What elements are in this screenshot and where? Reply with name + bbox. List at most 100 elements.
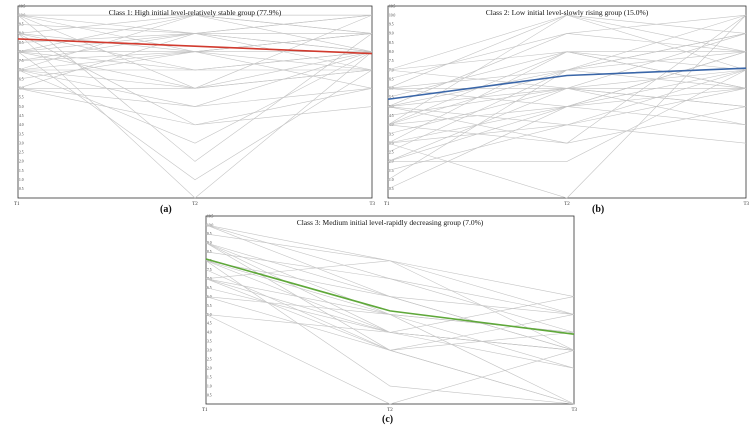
- individual-trajectory: [17, 14, 373, 53]
- individual-trajectory: [388, 69, 747, 162]
- x-tick-label-t2: T2: [387, 408, 393, 413]
- y-tick-label: 0.5: [19, 187, 24, 191]
- y-tick-label: 1.0: [19, 178, 24, 182]
- y-tick-label: 2.0: [207, 366, 212, 370]
- individual-trajectory: [205, 296, 575, 351]
- individual-trajectory: [205, 242, 575, 333]
- y-tick-label: 7.0: [207, 277, 212, 281]
- y-tick-label: 5.0: [19, 105, 24, 109]
- y-tick-label: 7.5: [389, 59, 394, 63]
- individual-trajectory: [387, 33, 747, 180]
- y-tick-label: 1.0: [389, 178, 394, 182]
- y-tick-label: 1.5: [389, 169, 394, 173]
- y-tick-label: 2.0: [19, 160, 24, 164]
- individual-trajectory: [17, 14, 372, 34]
- y-tick-label: 9.0: [389, 32, 394, 36]
- individual-trajectory: [387, 87, 747, 190]
- y-tick-label: 10.5: [207, 214, 213, 218]
- y-tick-label: 6.5: [207, 286, 212, 290]
- individual-trajectory: [205, 251, 575, 315]
- y-tick-label: 8.0: [389, 50, 394, 54]
- individual-trajectory: [205, 242, 575, 333]
- y-tick-label: 10.5: [389, 4, 395, 8]
- y-tick-label: 2.5: [389, 151, 394, 155]
- individual-trajectory: [17, 33, 373, 199]
- caption-a: (a): [160, 204, 172, 215]
- plot-frame: [17, 5, 373, 199]
- individual-trajectory: [17, 51, 372, 80]
- individual-trajectory: [17, 14, 373, 71]
- y-tick-label: 4.0: [207, 331, 212, 335]
- y-tick-label: 1.5: [19, 169, 24, 173]
- y-tick-label: 7.5: [207, 268, 212, 272]
- y-tick-label: 5.5: [207, 304, 212, 308]
- x-tick-label-t3: T3: [743, 202, 749, 207]
- mean-trend-line: [205, 258, 575, 335]
- y-tick-label: 2.5: [19, 151, 24, 155]
- chart-b: 0.51.01.52.02.53.03.54.04.55.05.56.06.57…: [384, 4, 749, 207]
- y-tick-label: 5.5: [389, 96, 394, 100]
- individual-trajectory: [18, 14, 373, 34]
- x-tick-label-t1: T1: [384, 202, 390, 207]
- individual-trajectory: [17, 14, 373, 89]
- plot-frame: [205, 215, 575, 405]
- individual-trajectory: [387, 69, 747, 126]
- y-tick-label: 4.5: [207, 322, 212, 326]
- individual-trajectory: [205, 287, 575, 351]
- y-tick-label: 10.5: [19, 4, 25, 8]
- individual-trajectory: [205, 278, 575, 333]
- individual-trajectory: [387, 124, 747, 171]
- individual-trajectory: [17, 14, 373, 71]
- individual-trajectory: [387, 51, 747, 107]
- y-tick-label: 4.5: [389, 114, 394, 118]
- y-tick-label: 0.5: [207, 393, 212, 397]
- individual-trajectory: [387, 14, 747, 80]
- individual-trajectory: [205, 260, 575, 405]
- plot-frame: [387, 5, 747, 199]
- individual-trajectory: [387, 51, 747, 98]
- chart-title: Class 1: High initial level-relatively s…: [109, 8, 282, 17]
- individual-trajectory: [205, 269, 575, 405]
- chart-a: 0.51.01.52.02.53.03.54.04.55.05.56.06.57…: [14, 4, 375, 207]
- x-tick-label-t3: T3: [369, 202, 375, 207]
- individual-trajectory: [205, 233, 575, 297]
- y-tick-label: 8.5: [19, 41, 24, 45]
- y-tick-label: 3.0: [19, 141, 24, 145]
- individual-trajectory: [17, 51, 373, 144]
- individual-trajectory: [17, 33, 373, 53]
- individual-trajectory: [17, 69, 373, 107]
- y-tick-label: 10.0: [389, 13, 395, 17]
- y-tick-label: 3.0: [389, 141, 394, 145]
- individual-trajectory: [387, 14, 747, 71]
- individual-trajectory: [387, 14, 747, 144]
- y-tick-label: 1.5: [207, 375, 212, 379]
- individual-trajectory: [17, 33, 373, 126]
- y-tick-label: 4.0: [19, 123, 24, 127]
- mean-trend-line: [17, 38, 373, 55]
- chart-c: 0.51.01.52.02.53.03.54.04.55.05.56.06.57…: [202, 214, 577, 413]
- panel-c: 0.5 1.0 1.5 2.0 2.5 3.0 3.5 4.0 4.5 5.0 5.5 6.0 6.5 7…: [200, 214, 577, 414]
- individual-trajectory: [388, 69, 747, 89]
- individual-trajectory: [18, 33, 373, 53]
- y-tick-label: 3.5: [19, 132, 24, 136]
- y-tick-label: 0.5: [389, 187, 394, 191]
- y-tick-label: 10.0: [207, 223, 213, 227]
- individual-trajectory: [17, 51, 373, 181]
- x-tick-label-t1: T1: [14, 202, 20, 207]
- y-tick-label: 1.0: [207, 384, 212, 388]
- panel-b: 0.5 1.0 1.5 2.0 2.5 3.0 3.5 4.0 4.5 5.0 5.5 6.0 6.5 7…: [382, 4, 749, 208]
- individual-trajectory: [387, 51, 747, 126]
- chart-title: Class 2: Low initial level-slowly rising…: [486, 8, 649, 17]
- individual-trajectory: [17, 33, 373, 62]
- individual-trajectory: [387, 14, 747, 89]
- y-tick-label: 3.5: [207, 340, 212, 344]
- individual-trajectory: [17, 33, 373, 53]
- x-tick-label-t2: T2: [564, 202, 570, 207]
- y-tick-label: 3.5: [389, 132, 394, 136]
- y-tick-label: 2.5: [207, 358, 212, 362]
- mean-trend-line: [387, 67, 747, 101]
- individual-trajectory: [205, 260, 575, 351]
- x-tick-label-t1: T1: [202, 408, 208, 413]
- y-tick-label: 9.5: [389, 23, 394, 27]
- y-tick-label: 8.0: [207, 259, 212, 263]
